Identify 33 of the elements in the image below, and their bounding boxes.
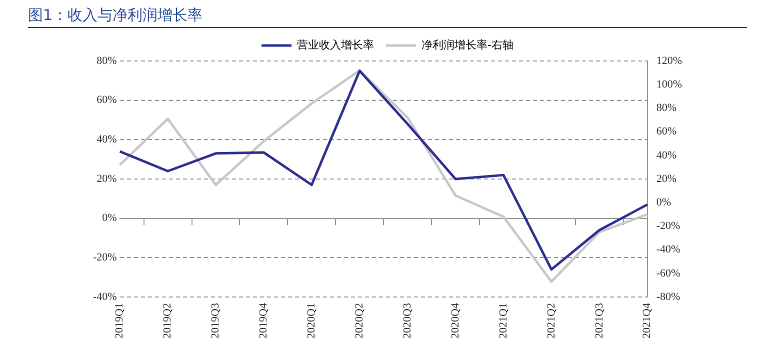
y2-tick-label: 100%: [656, 78, 682, 90]
y2-tick-label: 120%: [656, 54, 682, 67]
x-tick-label: 2020Q2: [353, 303, 366, 338]
y2-tick-label: -40%: [656, 244, 680, 256]
y2-tick-label: -60%: [656, 267, 680, 280]
y-tick-label: 20%: [96, 172, 117, 185]
y2-tick-label: -80%: [656, 290, 680, 303]
y-tick-label: 0%: [102, 212, 117, 224]
x-tick-label: 2019Q2: [162, 303, 174, 338]
x-tick-label: 2021Q2: [545, 303, 558, 338]
x-tick-label: 2019Q4: [258, 302, 270, 338]
x-tick-label: 2021Q3: [593, 302, 606, 338]
x-tick-label: 2021Q4: [641, 302, 654, 338]
y2-tick-label: -20%: [656, 220, 680, 232]
y-tick-label: -20%: [93, 252, 117, 264]
x-tick-label: 2019Q3: [210, 302, 222, 338]
chart-title: 图1：收入与净利润增长率: [28, 6, 747, 28]
x-tick-label: 2020Q3: [401, 302, 414, 338]
y2-tick-label: 60%: [656, 126, 677, 138]
y2-tick-label: 40%: [656, 149, 677, 162]
y-tick-label: 60%: [96, 94, 117, 106]
x-tick-label: 2020Q4: [449, 302, 462, 338]
y-tick-label: 80%: [96, 54, 117, 67]
y-tick-label: -40%: [93, 290, 117, 303]
x-tick-label: 2021Q1: [497, 303, 510, 338]
legend-label: 净利润增长率-右轴: [422, 38, 514, 52]
legend-label: 营业收入增长率: [297, 38, 374, 52]
x-tick-label: 2020Q1: [306, 303, 318, 338]
x-tick-label: 2019Q1: [114, 303, 126, 338]
y-tick-label: 40%: [96, 134, 117, 146]
y2-tick-label: 20%: [656, 172, 677, 185]
y2-tick-label: 0%: [656, 196, 672, 208]
y2-tick-label: 80%: [656, 102, 677, 114]
